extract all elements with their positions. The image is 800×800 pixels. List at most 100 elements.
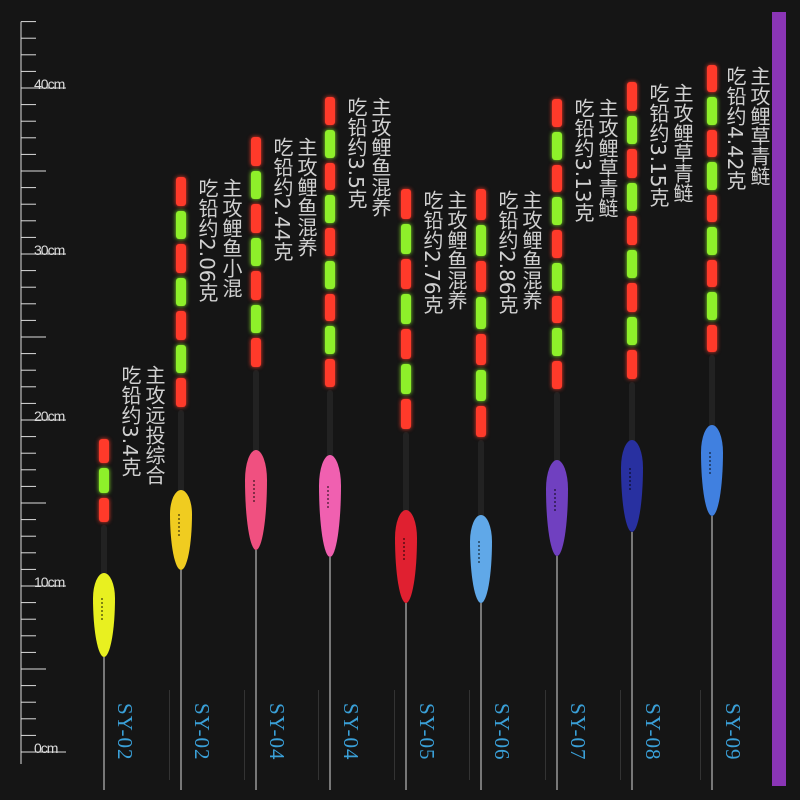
float-body bbox=[93, 573, 115, 657]
tip-segment-green bbox=[552, 328, 562, 357]
target-fish-text: 主攻鲤鱼混养 bbox=[368, 97, 392, 217]
float-body bbox=[701, 425, 723, 516]
float-stem bbox=[709, 355, 715, 435]
target-fish-text: 主攻鲤草青鲢 bbox=[670, 83, 694, 203]
brand-logo-icon bbox=[478, 541, 486, 564]
target-fish-text: 主攻远投综合 bbox=[142, 365, 166, 485]
tip-segment-green bbox=[325, 195, 335, 224]
tip-segment-green bbox=[552, 197, 562, 226]
column-divider bbox=[545, 690, 546, 780]
tip-segment-red bbox=[176, 244, 186, 273]
tip-segment-green bbox=[401, 294, 411, 324]
tip-segment-red bbox=[707, 194, 717, 223]
tip-segment-red bbox=[627, 216, 637, 245]
column-divider bbox=[169, 690, 170, 780]
float-description: 主攻鲤草青鲢 吃铅约3.13克 bbox=[571, 98, 619, 223]
float-stem bbox=[178, 410, 184, 500]
float-description: 主攻鲤草青鲢 吃铅约4.42克 bbox=[723, 66, 771, 191]
tip-segment-green bbox=[707, 227, 717, 255]
column-divider bbox=[394, 690, 395, 780]
tip-segment-red bbox=[707, 259, 717, 288]
brand-logo-icon bbox=[101, 598, 109, 621]
column-divider bbox=[244, 690, 245, 780]
lead-weight-text: 吃铅约2.44克 bbox=[270, 137, 294, 262]
tip-segment-red bbox=[401, 329, 411, 359]
float-body bbox=[319, 455, 341, 557]
tip-segment-red bbox=[627, 149, 637, 178]
tip-segment-green bbox=[552, 262, 562, 291]
tip-segment-green bbox=[707, 162, 717, 190]
model-label: SY-06 bbox=[490, 703, 514, 761]
target-fish-text: 主攻鲤鱼混养 bbox=[519, 190, 543, 310]
ruler-label: 40cm bbox=[34, 76, 65, 92]
tip-segment-red bbox=[476, 261, 486, 293]
tip-segment-green bbox=[251, 237, 261, 267]
tip-segment-red bbox=[251, 204, 261, 233]
tip-segment-red bbox=[627, 283, 637, 312]
tip-segment-red bbox=[552, 295, 562, 324]
model-label: SY-02 bbox=[113, 703, 137, 761]
tip-segment-red bbox=[552, 361, 562, 389]
tip-segment-green bbox=[176, 277, 186, 307]
tip-segment-green bbox=[627, 182, 637, 212]
fishing-float bbox=[617, 0, 647, 800]
lead-weight-text: 吃铅约3.15克 bbox=[646, 83, 670, 208]
target-fish-text: 主攻鲤鱼小混 bbox=[219, 178, 243, 298]
brand-logo-icon bbox=[178, 514, 186, 536]
target-fish-text: 主攻鲤鱼混养 bbox=[444, 190, 468, 310]
brand-logo-icon bbox=[403, 537, 411, 560]
tip-segment-green bbox=[251, 304, 261, 334]
tip-segment-red bbox=[251, 137, 261, 166]
tip-segment-red bbox=[99, 497, 109, 522]
float-stem bbox=[101, 525, 107, 583]
brand-logo-icon bbox=[253, 480, 261, 502]
tip-segment-red bbox=[251, 271, 261, 300]
lead-weight-text: 吃铅约3.13克 bbox=[571, 98, 595, 223]
ruler bbox=[20, 21, 66, 764]
tip-segment-red bbox=[627, 350, 637, 379]
brand-logo-icon bbox=[629, 467, 637, 490]
float-description: 主攻鲤鱼混养 吃铅约3.5克 bbox=[344, 97, 392, 217]
tip-segment-red bbox=[99, 439, 109, 464]
tip-segment-red bbox=[176, 378, 186, 407]
float-needle bbox=[631, 532, 633, 790]
fishing-float bbox=[466, 0, 496, 800]
lead-weight-text: 吃铅约4.42克 bbox=[723, 66, 747, 191]
lead-weight-text: 吃铅约3.5克 bbox=[344, 97, 368, 209]
tip-segment-green bbox=[176, 210, 186, 240]
float-stem bbox=[253, 370, 259, 460]
tip-segment-red bbox=[476, 189, 486, 221]
float-needle bbox=[180, 570, 182, 790]
float-needle bbox=[556, 556, 558, 790]
float-body bbox=[395, 510, 417, 603]
tip-segment-green bbox=[176, 344, 186, 374]
float-description: 主攻鲤鱼混养 吃铅约2.44克 bbox=[270, 137, 318, 262]
accent-bar bbox=[772, 12, 786, 786]
model-label: SY-07 bbox=[566, 703, 590, 761]
tip-segment-red bbox=[176, 177, 186, 206]
tip-segment-red bbox=[401, 189, 411, 219]
tip-segment-green bbox=[707, 292, 717, 320]
tip-segment-red bbox=[552, 99, 562, 127]
float-description: 主攻鲤鱼混养 吃铅约2.86克 bbox=[495, 190, 543, 315]
tip-segment-green bbox=[401, 364, 411, 394]
tip-segment-green bbox=[707, 97, 717, 125]
model-label: SY-04 bbox=[265, 703, 289, 761]
tip-segment-green bbox=[251, 170, 261, 200]
float-description: 主攻鲤草青鲢 吃铅约3.15克 bbox=[646, 83, 694, 208]
fishing-float bbox=[697, 0, 727, 800]
column-divider bbox=[469, 690, 470, 780]
tip-segment-red bbox=[325, 97, 335, 125]
ruler-label: 0cm bbox=[34, 740, 58, 756]
float-needle bbox=[405, 603, 407, 790]
tip-segment-red bbox=[707, 129, 717, 158]
tip-segment-green bbox=[476, 225, 486, 257]
tip-segment-red bbox=[552, 230, 562, 258]
float-needle bbox=[480, 603, 482, 790]
tip-segment-red bbox=[251, 338, 261, 367]
tip-segment-green bbox=[627, 316, 637, 346]
tip-segment-red bbox=[325, 162, 335, 191]
float-description: 主攻远投综合 吃铅约3.4克 bbox=[118, 365, 166, 485]
column-divider bbox=[620, 690, 621, 780]
model-label: SY-02 bbox=[190, 703, 214, 761]
